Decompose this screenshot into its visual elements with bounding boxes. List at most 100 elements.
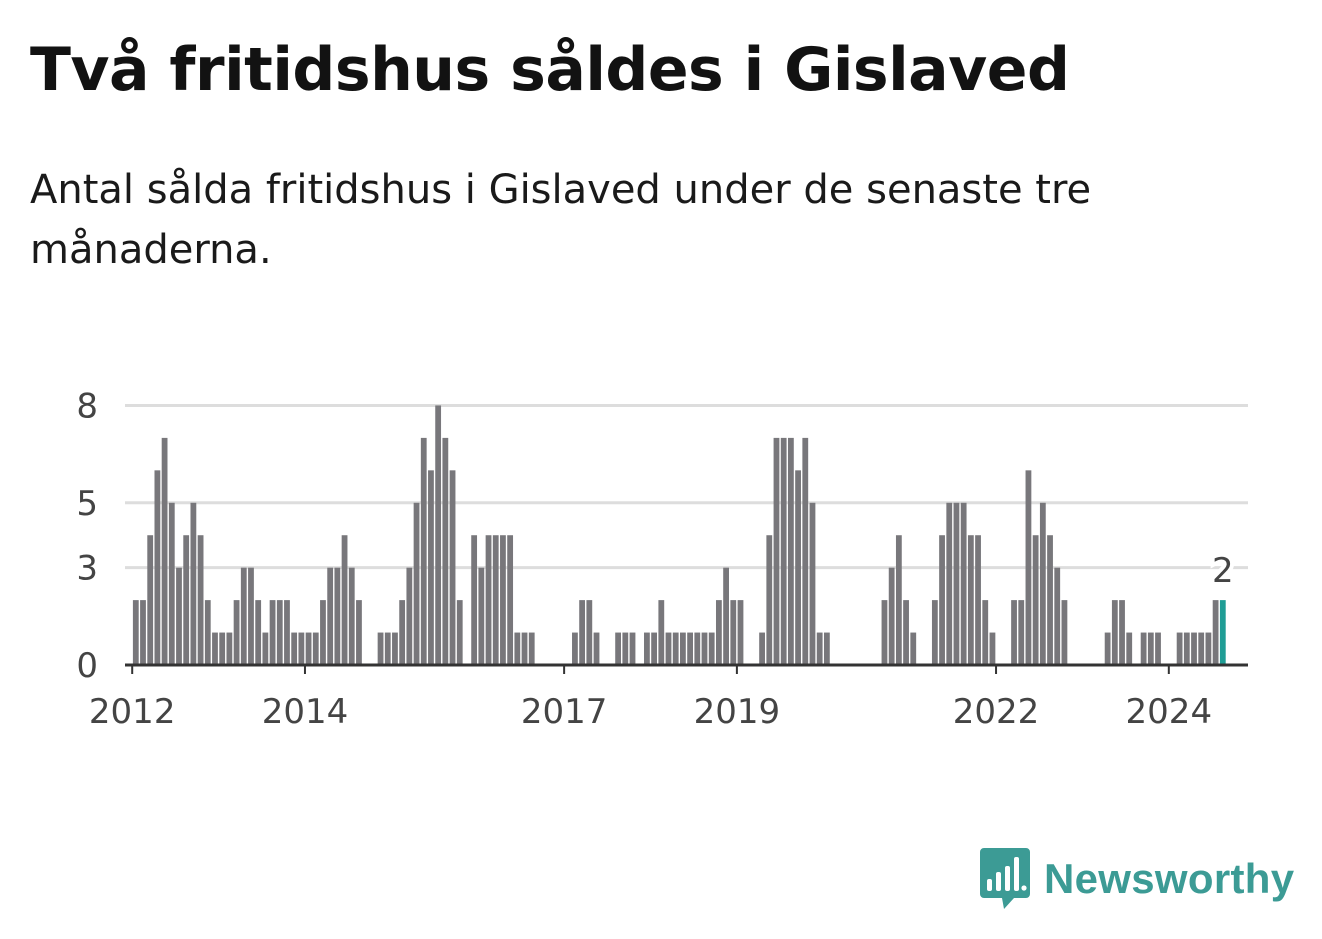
brand-name: Newsworthy bbox=[1044, 855, 1295, 902]
bar bbox=[233, 600, 240, 665]
bar bbox=[895, 535, 902, 665]
bar bbox=[931, 600, 938, 665]
bar bbox=[507, 535, 514, 665]
bar bbox=[939, 535, 945, 665]
x-axis-ticks: 2012 2014 2017 2019 2022 2024 bbox=[89, 665, 1212, 732]
bar bbox=[982, 600, 989, 665]
bar bbox=[240, 567, 247, 665]
bar bbox=[413, 502, 420, 665]
annotations: 2 bbox=[1208, 547, 1238, 595]
bar bbox=[823, 632, 830, 665]
bar bbox=[658, 600, 665, 665]
bar bbox=[586, 600, 593, 665]
bar bbox=[269, 600, 276, 665]
bar bbox=[1212, 600, 1219, 665]
y-axis-ticks: 0 3 5 8 bbox=[76, 386, 98, 686]
bar bbox=[737, 600, 744, 665]
bar bbox=[1104, 632, 1111, 665]
bar bbox=[348, 567, 355, 665]
bar bbox=[989, 632, 996, 665]
bar bbox=[960, 502, 967, 665]
bar bbox=[665, 632, 672, 665]
bar bbox=[687, 632, 693, 665]
bar bbox=[449, 470, 456, 665]
bar bbox=[406, 567, 413, 665]
bar bbox=[514, 632, 521, 665]
bar bbox=[1126, 632, 1133, 665]
bar bbox=[730, 600, 737, 665]
bar bbox=[197, 535, 204, 665]
bar bbox=[226, 632, 233, 665]
gridlines bbox=[125, 403, 1248, 570]
bar bbox=[967, 535, 974, 665]
bar bbox=[528, 632, 535, 665]
bar bbox=[456, 600, 463, 665]
bar bbox=[780, 437, 787, 665]
bar bbox=[1176, 632, 1183, 665]
bar bbox=[161, 437, 168, 665]
bar bbox=[132, 600, 139, 665]
bar bbox=[816, 632, 823, 665]
bar bbox=[1183, 632, 1190, 665]
bar bbox=[399, 600, 406, 665]
bar bbox=[766, 535, 773, 665]
bar bbox=[276, 600, 283, 665]
bar bbox=[680, 632, 686, 665]
bar bbox=[291, 632, 298, 665]
bar bbox=[975, 535, 981, 665]
bar bbox=[471, 535, 478, 665]
bar bbox=[492, 535, 499, 665]
bar bbox=[1032, 535, 1039, 665]
bar bbox=[629, 632, 636, 665]
bar bbox=[168, 502, 175, 665]
bar bbox=[147, 535, 154, 665]
bar bbox=[1191, 632, 1197, 665]
bar bbox=[500, 535, 506, 665]
bar bbox=[305, 632, 312, 665]
bars bbox=[132, 405, 1226, 665]
bar bbox=[946, 502, 953, 665]
bar bbox=[341, 535, 348, 665]
bar bbox=[1119, 600, 1125, 665]
bar bbox=[442, 437, 449, 665]
bar bbox=[701, 632, 708, 665]
bar bbox=[787, 437, 794, 665]
bar bbox=[809, 502, 816, 665]
bar-chart: 0 3 5 8 2012 2014 2017 2019 2022 2024 2 bbox=[76, 386, 1248, 732]
bar bbox=[1147, 632, 1154, 665]
x-tick-label: 2019 bbox=[694, 692, 781, 732]
bar bbox=[723, 567, 729, 665]
bar bbox=[1198, 632, 1205, 665]
bar bbox=[154, 470, 161, 665]
bar bbox=[881, 600, 888, 665]
bar bbox=[1205, 632, 1212, 665]
x-tick-label: 2012 bbox=[89, 692, 176, 732]
chart-subtitle: Antal sålda fritidshus i Gislaved under … bbox=[30, 167, 1092, 273]
bar bbox=[420, 437, 427, 665]
bar bbox=[428, 470, 434, 665]
bar bbox=[377, 632, 384, 665]
bar bbox=[392, 632, 398, 665]
bar bbox=[795, 470, 801, 665]
x-tick-label: 2014 bbox=[262, 692, 349, 732]
bar bbox=[759, 632, 765, 665]
bar bbox=[672, 632, 679, 665]
bar bbox=[1011, 600, 1017, 665]
bar bbox=[485, 535, 492, 665]
bar bbox=[255, 600, 262, 665]
bar bbox=[140, 600, 146, 665]
bar bbox=[1111, 600, 1118, 665]
bar bbox=[176, 567, 182, 665]
bar bbox=[1155, 632, 1161, 665]
bar bbox=[644, 632, 650, 665]
bar bbox=[708, 632, 715, 665]
bar bbox=[284, 600, 290, 665]
bar bbox=[694, 632, 701, 665]
bar bbox=[1140, 632, 1147, 665]
x-tick-label: 2022 bbox=[953, 692, 1040, 732]
bar bbox=[903, 600, 909, 665]
y-tick-label: 5 bbox=[76, 484, 98, 524]
bar bbox=[572, 632, 578, 665]
bar bbox=[298, 632, 305, 665]
bar bbox=[1219, 600, 1226, 665]
